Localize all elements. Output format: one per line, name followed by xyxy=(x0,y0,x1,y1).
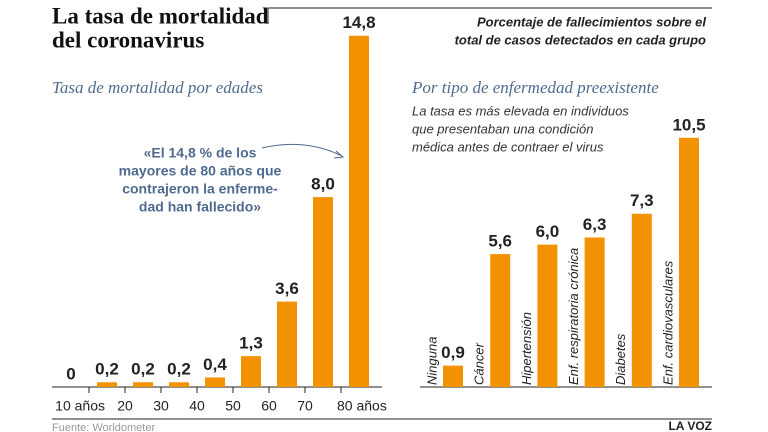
x-tick-label: 30 xyxy=(153,398,169,414)
chart-subtitle: Tasa de mortalidad por edades xyxy=(52,78,263,97)
value-label: 14,8 xyxy=(342,13,375,32)
bar xyxy=(169,382,189,387)
bar xyxy=(97,382,117,387)
x-tick-label: 10 años xyxy=(55,398,105,414)
note-line: médica antes de contraer el virus xyxy=(412,139,604,154)
note-line: La tasa es más elevada en individuos xyxy=(412,103,629,118)
chart-subtitle: Por tipo de enfermedad preexistente xyxy=(411,78,659,97)
bar xyxy=(490,254,511,387)
subtitle-line: total de casos detectados en cada grupo xyxy=(455,32,706,47)
annotation-line: mayores de 80 años que xyxy=(119,163,282,179)
value-label: 0,9 xyxy=(441,343,465,362)
header-bracket xyxy=(267,7,712,24)
subtitle-line: Porcentaje de fallecimientos sobre el xyxy=(477,14,706,29)
category-label: Diabetes xyxy=(613,333,628,385)
x-tick-label: 70 xyxy=(297,398,313,414)
bar xyxy=(537,244,558,387)
bar xyxy=(631,213,652,387)
bar xyxy=(277,301,297,387)
value-label: 10,5 xyxy=(672,115,705,134)
bar xyxy=(443,365,463,387)
bar xyxy=(241,356,261,387)
x-tick-label: 50 xyxy=(225,398,241,414)
bar xyxy=(349,35,369,387)
value-label: 0,2 xyxy=(131,360,155,379)
value-label: 1,3 xyxy=(239,334,263,353)
category-label: Ninguna xyxy=(424,337,439,385)
value-label: 0,2 xyxy=(167,360,191,379)
title-line: del coronavirus xyxy=(52,27,204,52)
x-tick-label: 40 xyxy=(189,398,205,414)
annotation-line: «El 14,8 % de los xyxy=(144,145,257,161)
bar xyxy=(133,382,153,387)
annotation-line: contrajeron la enferme- xyxy=(122,181,278,197)
category-label: Hipertensión xyxy=(519,312,534,385)
brand: LA VOZ xyxy=(668,419,712,432)
bar xyxy=(313,197,333,387)
x-tick-label: 20 xyxy=(117,398,133,414)
value-label: 0,4 xyxy=(203,355,227,374)
value-label: 0,2 xyxy=(95,360,119,379)
arrow-head xyxy=(333,150,345,159)
title-line: La tasa de mortalidad xyxy=(52,3,269,28)
bar xyxy=(584,237,605,387)
bar xyxy=(679,137,699,387)
bar xyxy=(205,377,225,387)
x-tick-label: 60 xyxy=(261,398,277,414)
category-label: Enf. respiratoria crónica xyxy=(566,248,581,385)
annotation-line: dad han fallecido» xyxy=(139,199,261,215)
value-label: 0 xyxy=(66,364,75,383)
value-label: 5,6 xyxy=(488,232,512,251)
value-label: 6,3 xyxy=(583,215,607,234)
note-line: que presentaban una condición xyxy=(412,121,593,136)
category-label: Enf. cardiovasculares xyxy=(660,260,675,385)
value-label: 6,0 xyxy=(536,222,560,241)
source: Fuente: Worldometer xyxy=(52,422,155,432)
x-tick-label: 80 años xyxy=(337,398,387,414)
value-label: 8,0 xyxy=(311,175,335,194)
value-label: 3,6 xyxy=(275,279,299,298)
annotation-arrow xyxy=(261,143,343,157)
category-label: Cáncer xyxy=(472,342,487,385)
value-label: 7,3 xyxy=(630,191,654,210)
